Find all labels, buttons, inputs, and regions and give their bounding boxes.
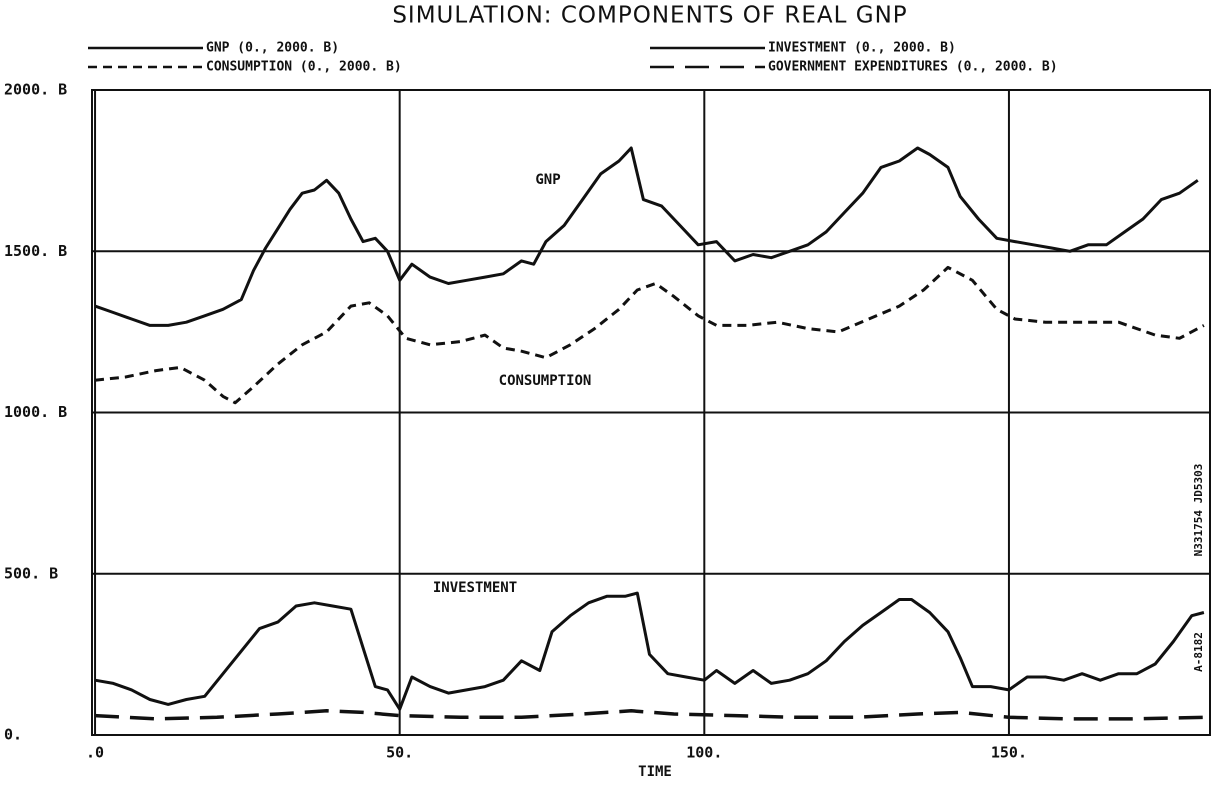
y-tick-label: 0. (4, 726, 22, 744)
annotation: GNP (535, 172, 560, 188)
y-tick-label: 1000. B (4, 403, 67, 421)
x-tick-label: 100. (686, 744, 722, 762)
y-tick-label: 1500. B (4, 242, 67, 260)
annotation: A-8182 (1192, 632, 1205, 672)
legend-label: INVESTMENT (0., 2000. B) (768, 41, 956, 56)
series-line (94, 146, 1199, 327)
annotation: INVESTMENT (433, 580, 517, 596)
series-line (94, 265, 1205, 405)
series-line (94, 709, 1204, 721)
x-tick-label: 150. (991, 744, 1027, 762)
x-tick-label: .0 (86, 744, 104, 762)
legend-label: CONSUMPTION (0., 2000. B) (206, 60, 402, 75)
x-axis-label: TIME (638, 764, 672, 780)
legend-label: GOVERNMENT EXPENDITURES (0., 2000. B) (768, 60, 1058, 75)
legend-label: GNP (0., 2000. B) (206, 41, 339, 56)
x-tick-label: 50. (386, 744, 413, 762)
series-line (94, 591, 1205, 711)
y-tick-label: 500. B (4, 564, 58, 582)
annotation: N331754 JD5303 (1192, 464, 1205, 557)
y-tick-label: 2000. B (4, 81, 67, 99)
chart-title: SIMULATION: COMPONENTS OF REAL GNP (392, 3, 907, 29)
annotation: CONSUMPTION (499, 373, 592, 389)
